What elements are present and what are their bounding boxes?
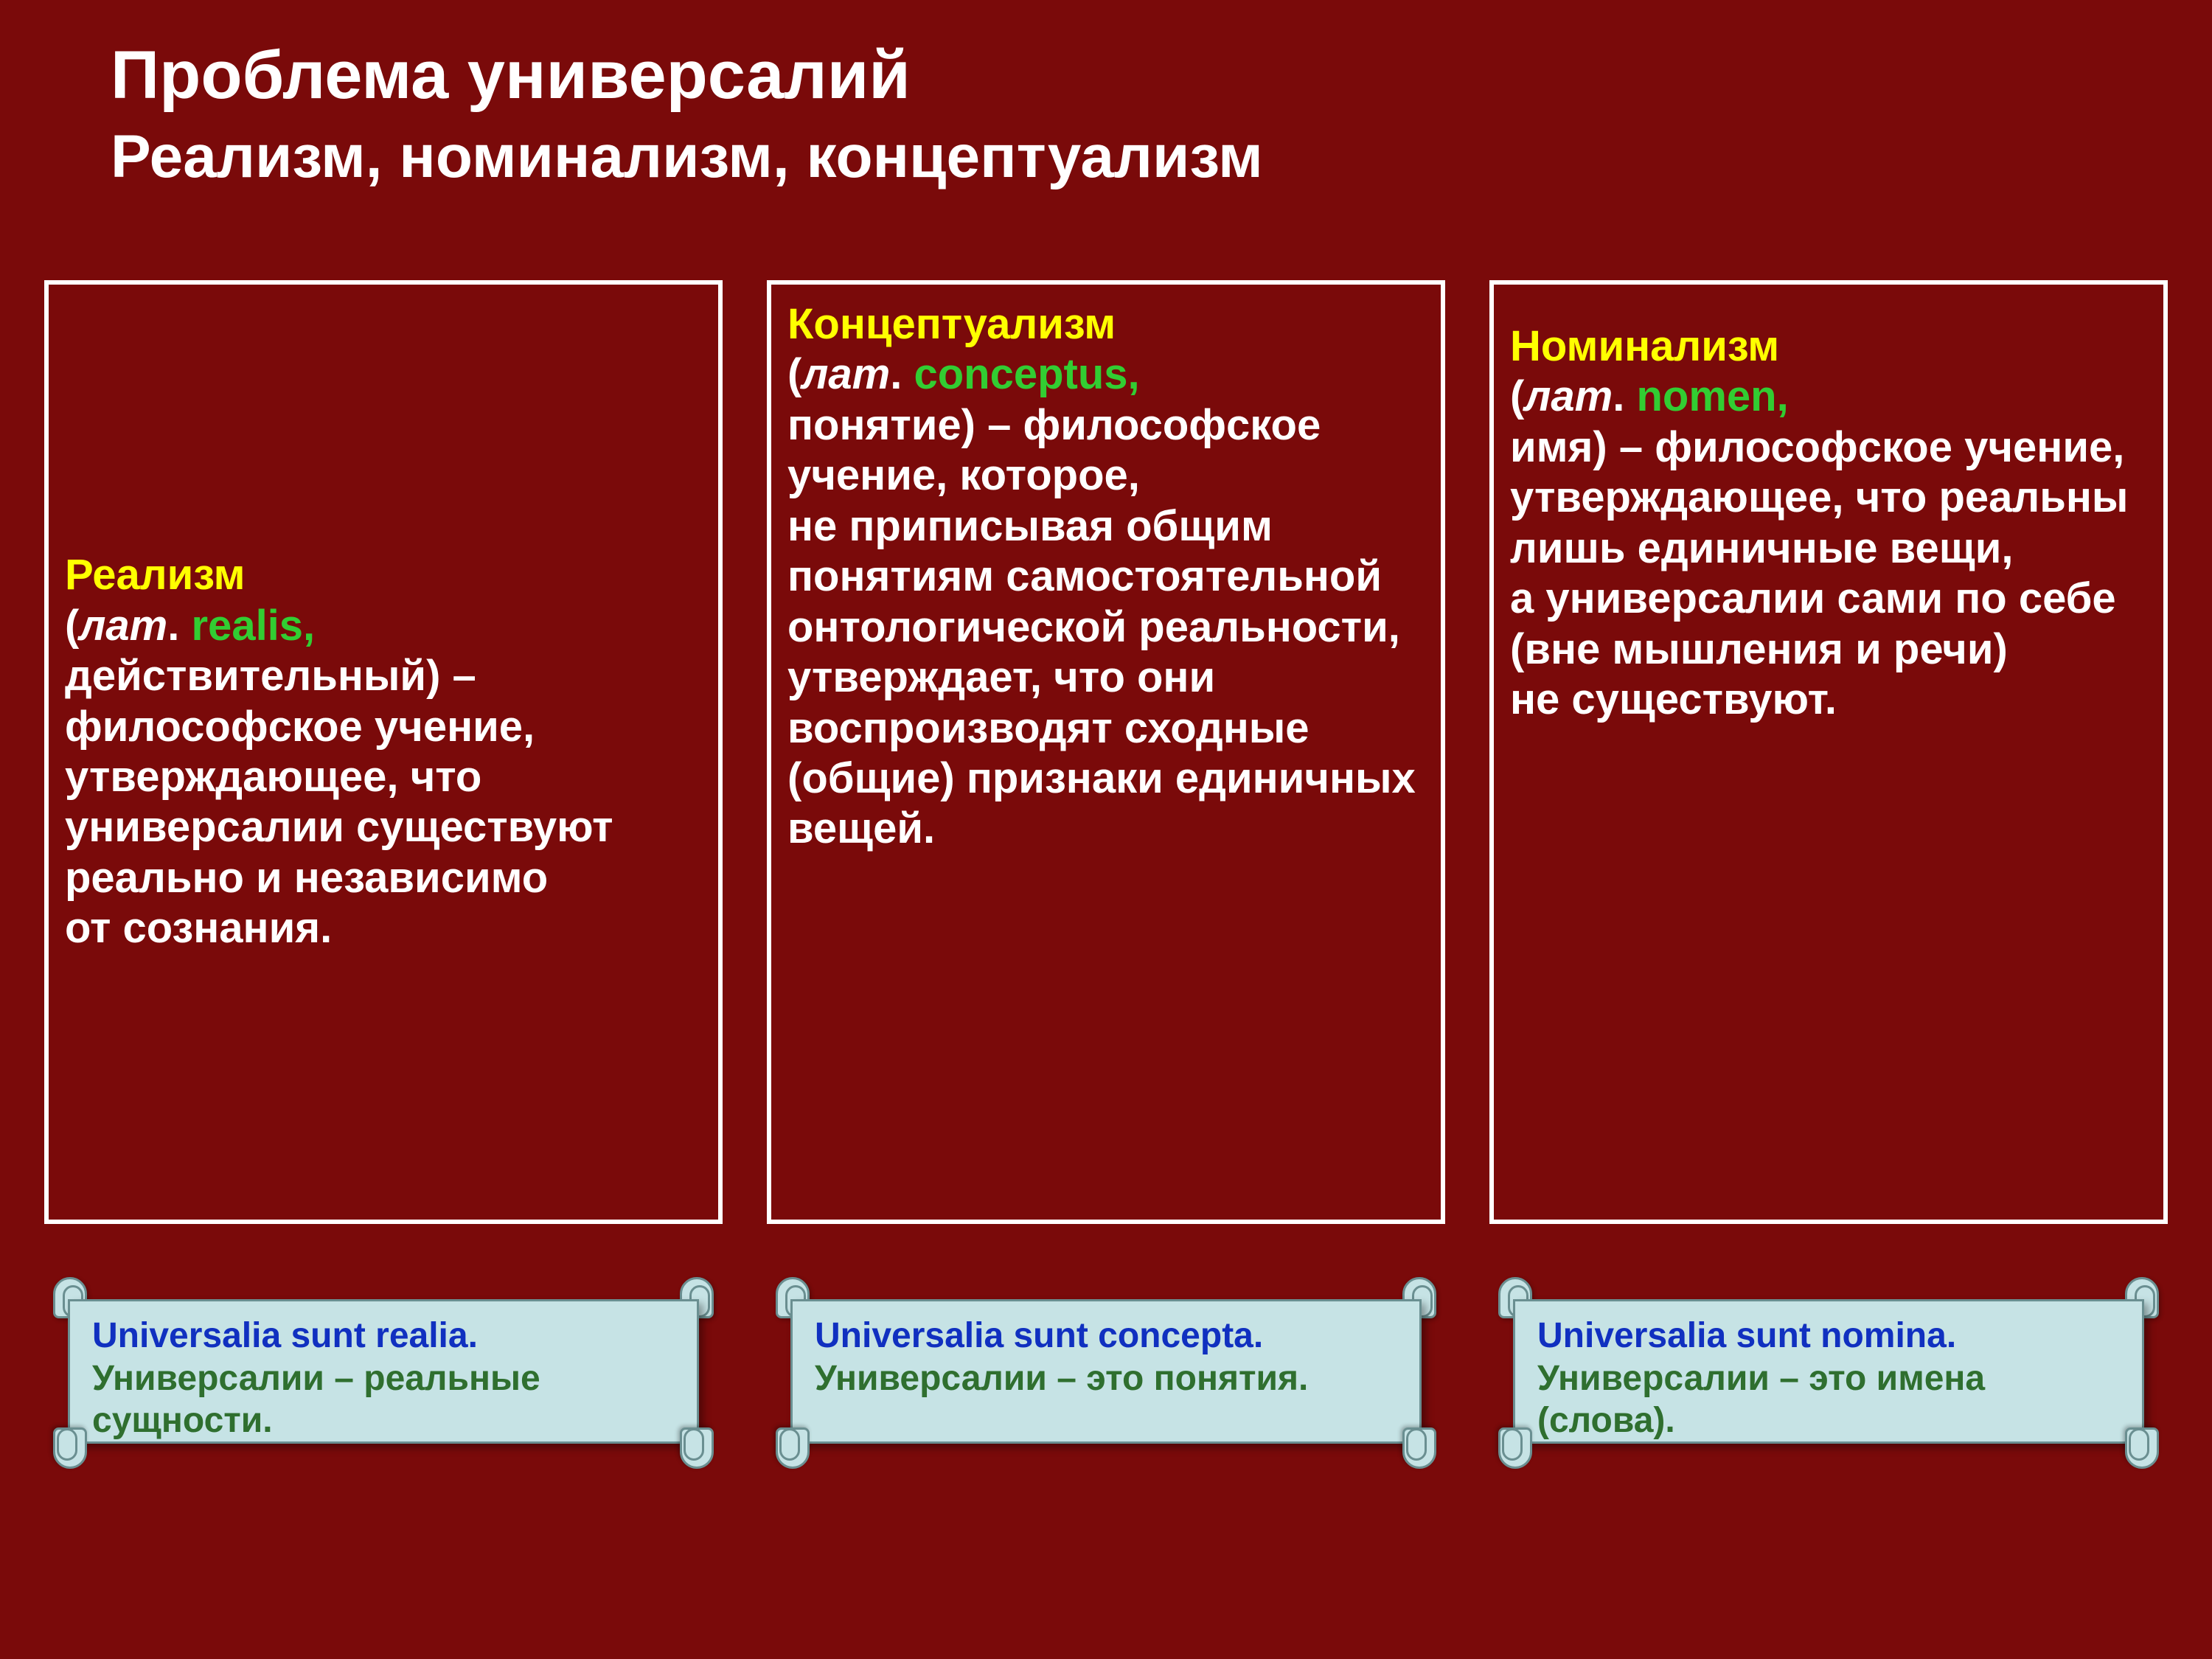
latin-term: conceptus, [914,350,1139,398]
latin-term: realis, [191,602,315,650]
scroll-nominalism: Universalia sunt nomina. Универсалии – э… [1497,1268,2160,1460]
scroll-translation: Универсалии – реальные сущности. [92,1357,675,1442]
scroll-body: Universalia sunt realia. Универсалии – р… [68,1299,699,1444]
slide-subtitle: Реализм, номинализм, концептуализм [111,122,1263,192]
scroll-translation: Универсалии – это понятия. [815,1357,1397,1400]
paren-open: ( [787,350,801,398]
definition-body: действительный) – философское учение, ут… [65,652,613,952]
scroll-curl-icon [1402,1427,1436,1469]
lat-sep: . [890,350,914,398]
definition-box-conceptualism: Концептуализм (лат. conceptus, понятие) … [767,280,1445,1224]
lat-sep: . [1613,372,1636,420]
latin-term: nomen, [1636,372,1788,420]
definition-heading: Номинализм [1510,322,1779,370]
definition-box-nominalism: Номинализм (лат. nomen, имя) – философск… [1489,280,2168,1224]
slide-title-block: Проблема универсалий Реализм, номинализм… [111,37,1263,192]
lat-sep: . [167,602,191,650]
lat-label: лат [801,350,890,398]
scroll-latin: Universalia sunt realia. [92,1315,675,1357]
scroll-translation: Универсалии – это имена (слова). [1537,1357,2120,1442]
scroll-curl-icon [680,1427,714,1469]
definition-body: имя) – философское учение, утверждающее,… [1510,423,2128,723]
lat-label: лат [1524,372,1613,420]
scroll-body: Universalia sunt concepta. Универсалии –… [790,1299,1422,1444]
definition-heading: Реализм [65,551,246,599]
scroll-curl-icon [776,1427,810,1469]
scroll-latin: Universalia sunt concepta. [815,1315,1397,1357]
scroll-curl-icon [2125,1427,2159,1469]
paren-open: ( [65,602,79,650]
definition-body: понятие) – философское учение, которое, … [787,401,1416,853]
scroll-latin: Universalia sunt nomina. [1537,1315,2120,1357]
definition-text: Реализм (лат. realis, действительный) – … [65,550,702,954]
definition-text: Концептуализм (лат. conceptus, понятие) … [787,299,1425,855]
scroll-body: Universalia sunt nomina. Универсалии – э… [1513,1299,2144,1444]
definition-text: Номинализм (лат. nomen, имя) – философск… [1510,321,2147,726]
lat-label: лат [79,602,167,650]
definition-heading: Концептуализм [787,300,1116,348]
scroll-curl-icon [53,1427,87,1469]
scroll-conceptualism: Universalia sunt concepta. Универсалии –… [774,1268,1438,1460]
paren-open: ( [1510,372,1524,420]
definition-box-realism: Реализм (лат. realis, действительный) – … [44,280,723,1224]
scroll-curl-icon [1498,1427,1532,1469]
slide-title: Проблема универсалий [111,37,1263,115]
scroll-realism: Universalia sunt realia. Универсалии – р… [52,1268,715,1460]
